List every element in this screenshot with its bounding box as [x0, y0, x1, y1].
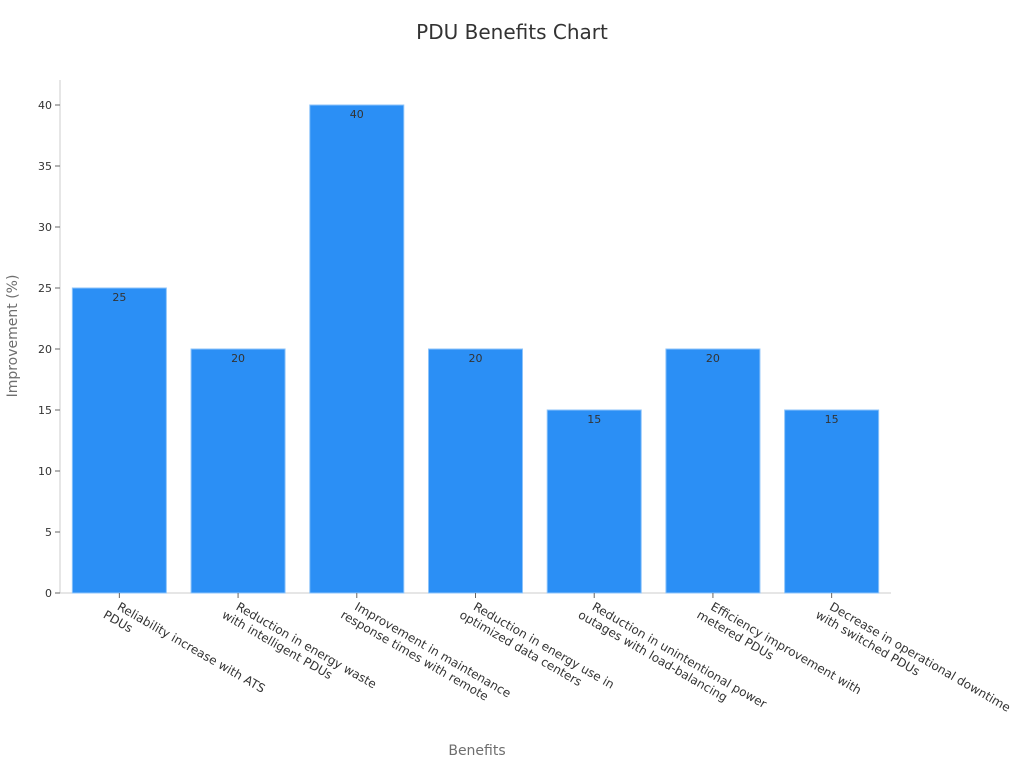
- bar-value-label: 15: [825, 413, 839, 426]
- x-tick-label-line: Decrease in operational downtime: [827, 599, 1013, 714]
- bar: [71, 287, 167, 594]
- bar: [428, 348, 523, 594]
- bar-value-label: 40: [350, 108, 364, 121]
- y-tick-label: 20: [38, 343, 52, 356]
- bar: [190, 348, 286, 594]
- x-axis-label: Benefits: [448, 743, 506, 759]
- bar-value-label: 25: [112, 291, 126, 304]
- bar: [784, 409, 880, 594]
- y-tick-label: 15: [38, 404, 52, 417]
- y-tick-label: 5: [45, 526, 52, 539]
- bar-value-label: 20: [706, 352, 720, 365]
- y-tick-label: 30: [38, 221, 52, 234]
- bar-value-label: 20: [469, 352, 483, 365]
- y-tick-label: 40: [38, 99, 52, 112]
- bar-value-label: 15: [587, 413, 601, 426]
- bar: [309, 104, 405, 594]
- bar-value-label: 20: [231, 352, 245, 365]
- y-tick-label: 0: [45, 587, 52, 600]
- y-tick-label: 10: [38, 465, 52, 478]
- bar: [546, 409, 642, 594]
- bar: [665, 348, 761, 594]
- chart-title: PDU Benefits Chart: [416, 20, 608, 44]
- y-tick-label: 25: [38, 282, 52, 295]
- y-tick-label: 35: [38, 160, 52, 173]
